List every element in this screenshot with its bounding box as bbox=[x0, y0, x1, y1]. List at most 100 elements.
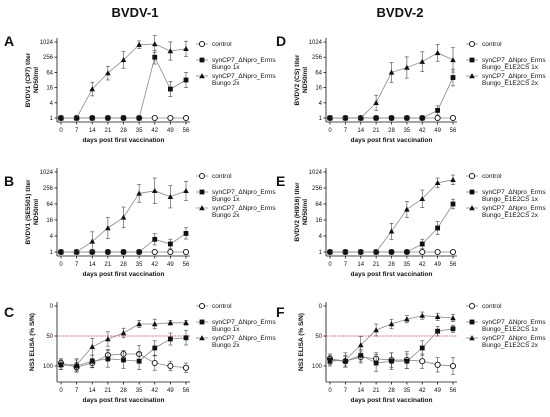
x-tick-label: 56 bbox=[183, 128, 190, 134]
legend-entry: control bbox=[466, 40, 502, 48]
data-point bbox=[450, 176, 456, 183]
data-point bbox=[73, 249, 80, 255]
x-tick-label: 7 bbox=[75, 128, 79, 134]
panel-letter: F bbox=[276, 304, 285, 320]
data-point bbox=[89, 249, 95, 255]
data-point bbox=[357, 249, 364, 255]
data-point bbox=[373, 99, 379, 105]
x-tick-label: 21 bbox=[373, 262, 380, 268]
data-point bbox=[342, 357, 349, 363]
y-axis-label: BVDV1 (SE5501) titer bbox=[25, 179, 32, 244]
legend-label: synCP7_ΔNpro_Erms bbox=[212, 319, 276, 326]
series-triangle bbox=[58, 318, 189, 372]
legend-marker bbox=[468, 172, 476, 180]
series-triangle bbox=[327, 174, 456, 255]
data-point bbox=[419, 345, 425, 351]
data-point bbox=[183, 335, 189, 341]
data-point bbox=[183, 187, 189, 194]
data-point bbox=[357, 342, 364, 348]
x-tick-label: 0 bbox=[59, 388, 63, 394]
data-point bbox=[404, 358, 410, 364]
y-tick-label: 1 bbox=[50, 116, 54, 122]
x-tick-label: 7 bbox=[344, 128, 348, 134]
data-point bbox=[342, 115, 349, 121]
data-point bbox=[89, 343, 96, 349]
data-point bbox=[136, 190, 142, 196]
y-tick-label: 4 bbox=[319, 101, 323, 107]
x-tick-label: 7 bbox=[344, 262, 348, 268]
x-tick-label: 28 bbox=[120, 388, 127, 394]
legend-entry: control bbox=[196, 40, 232, 48]
data-point bbox=[404, 316, 410, 322]
x-tick-label: 49 bbox=[434, 128, 441, 134]
data-point bbox=[358, 352, 364, 358]
legend-marker bbox=[198, 302, 206, 310]
data-point bbox=[58, 249, 64, 255]
data-point bbox=[419, 312, 426, 318]
y-tick-label: 1024 bbox=[40, 40, 54, 46]
legend-marker bbox=[199, 205, 205, 211]
data-point bbox=[404, 206, 410, 212]
y-axis-label: BVDV1 (CP7) titer bbox=[25, 52, 32, 107]
data-point bbox=[182, 248, 190, 256]
x-tick-label: 7 bbox=[75, 388, 79, 394]
data-point bbox=[120, 214, 127, 220]
x-tick-label: 0 bbox=[328, 128, 332, 134]
data-point bbox=[449, 248, 457, 256]
data-point bbox=[419, 115, 425, 121]
data-point bbox=[434, 114, 441, 122]
x-axis-label: days post first vaccination bbox=[83, 397, 165, 404]
legend-label-line2: Bungo_E1E2CS 2x bbox=[482, 212, 539, 219]
panel-letter: B bbox=[4, 173, 14, 189]
data-point bbox=[151, 321, 158, 327]
legend-marker bbox=[199, 57, 205, 63]
y-tick-label: 256 bbox=[43, 186, 54, 192]
panel-c: C 0 50 100 0 7 14 21 28 35 42 49 56 days post first v… bbox=[4, 302, 276, 404]
data-point bbox=[450, 57, 456, 63]
data-point bbox=[89, 115, 95, 121]
data-point bbox=[389, 358, 394, 364]
x-tick-label: 14 bbox=[357, 388, 364, 394]
data-point bbox=[105, 336, 111, 342]
data-point bbox=[136, 115, 142, 121]
legend-marker bbox=[469, 189, 475, 195]
data-point bbox=[388, 69, 395, 75]
x-tick-label: 35 bbox=[404, 128, 411, 134]
legend-marker bbox=[468, 302, 476, 310]
data-point bbox=[373, 327, 379, 333]
data-point bbox=[389, 249, 394, 255]
legend-entry: control bbox=[196, 302, 232, 310]
panel-letter: A bbox=[4, 33, 14, 49]
y-tick-label: 1 bbox=[319, 250, 323, 256]
data-point bbox=[151, 41, 158, 47]
data-point bbox=[73, 115, 80, 121]
data-point bbox=[182, 364, 190, 371]
data-point bbox=[105, 225, 111, 231]
x-axis-label: days post first vaccination bbox=[83, 137, 165, 144]
legend-label: synCP7_ΔNpro_Erms bbox=[482, 73, 546, 80]
data-point bbox=[434, 313, 441, 319]
x-tick-label: 28 bbox=[388, 262, 395, 268]
legend-label: synCP7_ΔNpro_Erms bbox=[482, 57, 546, 64]
x-tick-label: 56 bbox=[450, 388, 457, 394]
y-tick-label: 64 bbox=[46, 202, 53, 208]
x-tick-label: 7 bbox=[75, 262, 79, 268]
data-point bbox=[327, 358, 333, 364]
y-tick-label: 256 bbox=[312, 186, 323, 192]
series-triangle bbox=[327, 311, 456, 368]
legend-marker bbox=[198, 40, 206, 48]
x-tick-label: 35 bbox=[136, 262, 143, 268]
series-triangle bbox=[327, 44, 456, 121]
x-tick-label: 28 bbox=[388, 388, 395, 394]
legend-label-line2: Bungo_E1E2CS 1x bbox=[482, 326, 539, 333]
data-point bbox=[151, 187, 158, 194]
y-tick-label: 64 bbox=[46, 70, 53, 76]
data-point bbox=[167, 248, 174, 256]
data-point bbox=[404, 115, 410, 121]
series-triangle bbox=[58, 177, 189, 255]
